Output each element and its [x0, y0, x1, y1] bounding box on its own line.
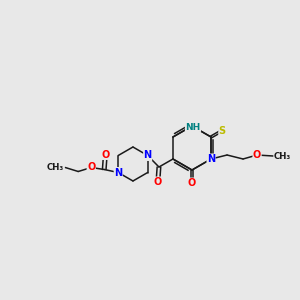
Text: O: O [101, 149, 110, 160]
Text: O: O [188, 178, 196, 188]
Text: CH₃: CH₃ [274, 152, 291, 160]
Text: O: O [87, 163, 95, 172]
Text: NH: NH [185, 122, 201, 131]
Text: S: S [219, 125, 226, 136]
Text: O: O [253, 150, 261, 160]
Text: CH₃: CH₃ [47, 163, 64, 172]
Text: N: N [144, 151, 152, 160]
Text: N: N [207, 154, 215, 164]
Text: O: O [154, 177, 162, 187]
Text: N: N [114, 167, 122, 178]
